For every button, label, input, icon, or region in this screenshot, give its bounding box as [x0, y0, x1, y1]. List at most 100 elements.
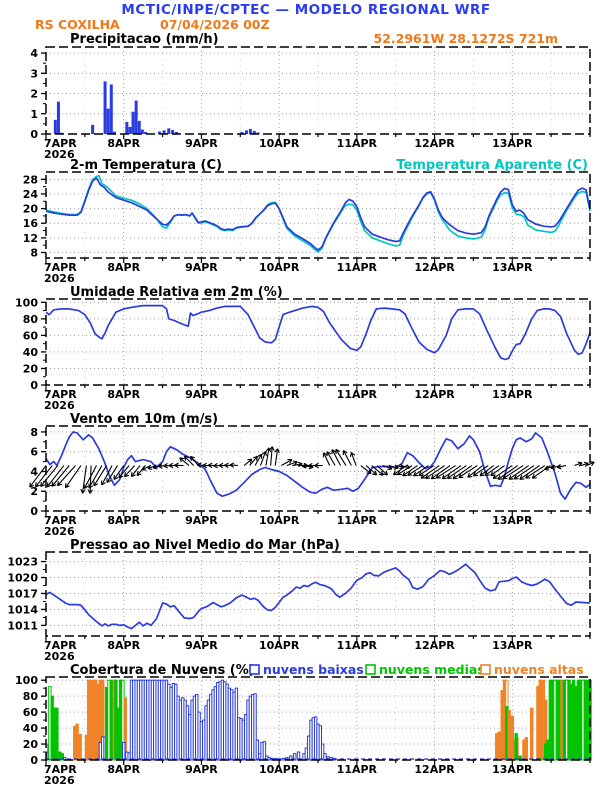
bar: [134, 100, 138, 134]
chart-title: 2-m Temperatura (C): [70, 158, 222, 173]
bar: [55, 707, 59, 761]
y-tick-label: 4: [30, 465, 38, 478]
y-tick-label: 40: [23, 722, 39, 735]
x-year-label: 2026: [44, 272, 75, 285]
bar: [538, 679, 542, 761]
x-tick-label: 12APR: [414, 763, 455, 776]
y-tick-label: 1020: [7, 572, 38, 585]
y-tick-label: 100: [15, 674, 38, 687]
y-tick-label: 20: [23, 203, 39, 216]
x-year-label: 2026: [44, 399, 75, 412]
y-tick-label: 0: [30, 505, 38, 518]
y-tick-label: 0: [30, 128, 38, 141]
bar: [240, 131, 244, 134]
legend-label: nuvens medias: [379, 662, 485, 677]
x-tick-label: 10APR: [259, 763, 300, 776]
x-tick-label: 12APR: [414, 137, 455, 150]
y-tick-label: 6: [30, 446, 38, 459]
bar: [497, 731, 501, 761]
x-tick-label: 11APR: [337, 514, 378, 527]
series-line: [45, 431, 591, 500]
bar: [245, 130, 249, 134]
bar: [320, 743, 325, 761]
location-coords: 52.2961W 28.1272S 721m: [373, 31, 558, 46]
chart-title: Umidade Relativa em 2m (%): [70, 285, 283, 300]
x-year-label: 2026: [44, 774, 75, 787]
y-tick-label: 8: [30, 247, 38, 260]
bar: [75, 723, 79, 761]
y-tick-label: 1023: [7, 556, 38, 569]
x-tick-label: 9APR: [185, 388, 218, 401]
chart-title: Precipitacao (mm/h): [70, 32, 219, 47]
bar: [78, 733, 82, 761]
y-tick-label: 60: [23, 329, 39, 342]
x-tick-label: 13APR: [492, 261, 533, 274]
y-tick-label: 60: [23, 706, 39, 719]
y-tick-label: 100: [15, 296, 38, 309]
series-line: [45, 177, 591, 251]
x-tick-label: 9APR: [185, 137, 218, 150]
x-tick-label: 7APR: [44, 639, 77, 652]
bar: [53, 119, 57, 134]
y-tick-label: 1014: [7, 603, 38, 616]
x-tick-label: 10APR: [259, 514, 300, 527]
x-tick-label: 12APR: [414, 388, 455, 401]
x-tick-label: 8APR: [107, 639, 140, 652]
run-datetime: 07/04/2026 00Z: [160, 17, 270, 32]
x-tick-label: 9APR: [185, 261, 218, 274]
bar: [514, 733, 518, 761]
bar: [530, 707, 534, 761]
y-tick-label: 2: [30, 88, 38, 101]
y-tick-label: 24: [23, 188, 39, 201]
series-line: [45, 174, 591, 253]
x-tick-label: 10APR: [259, 639, 300, 652]
y-tick-label: 1011: [7, 619, 38, 632]
y-tick-label: 40: [23, 346, 39, 359]
chart-title: Pressao ao Nivel Medio do Mar (hPa): [70, 538, 340, 553]
bar: [140, 129, 144, 134]
x-tick-label: 7APR: [44, 137, 77, 150]
x-tick-label: 9APR: [185, 763, 218, 776]
bar: [175, 131, 179, 134]
legend-label: nuvens altas: [494, 662, 584, 677]
bar: [112, 131, 116, 134]
bar: [91, 124, 95, 134]
x-tick-label: 11APR: [337, 261, 378, 274]
x-tick-label: 10APR: [259, 388, 300, 401]
bar: [167, 128, 171, 134]
y-tick-label: 2: [30, 485, 38, 498]
legend-swatch: [249, 664, 260, 675]
x-tick-label: 8APR: [107, 137, 140, 150]
x-tick-label: 8APR: [107, 261, 140, 274]
y-tick-label: 16: [23, 217, 39, 230]
y-tick-label: 12: [23, 232, 38, 245]
legend-label: Temperatura Aparente (C): [396, 158, 588, 173]
y-tick-label: 3: [30, 67, 38, 80]
x-tick-label: 11APR: [337, 137, 378, 150]
bar: [131, 111, 135, 134]
x-tick-label: 13APR: [492, 388, 533, 401]
y-tick-label: 80: [23, 690, 39, 703]
legend-label: nuvens baixas: [263, 662, 364, 677]
x-year-label: 2026: [44, 525, 75, 538]
bar: [137, 120, 141, 134]
x-tick-label: 8APR: [107, 514, 140, 527]
x-tick-label: 13APR: [492, 763, 533, 776]
bar: [171, 129, 175, 134]
bar: [106, 108, 110, 134]
bar: [122, 741, 126, 761]
bar: [125, 121, 129, 134]
y-tick-label: 1: [30, 108, 38, 121]
x-tick-label: 13APR: [492, 639, 533, 652]
bar: [128, 126, 132, 134]
y-tick-label: 0: [30, 754, 38, 767]
page-title: MCTIC/INPE/CPTEC — MODELO REGIONAL WRF: [121, 2, 491, 18]
x-tick-label: 12APR: [414, 639, 455, 652]
chart-title: Cobertura de Nuvens (%): [70, 663, 255, 678]
